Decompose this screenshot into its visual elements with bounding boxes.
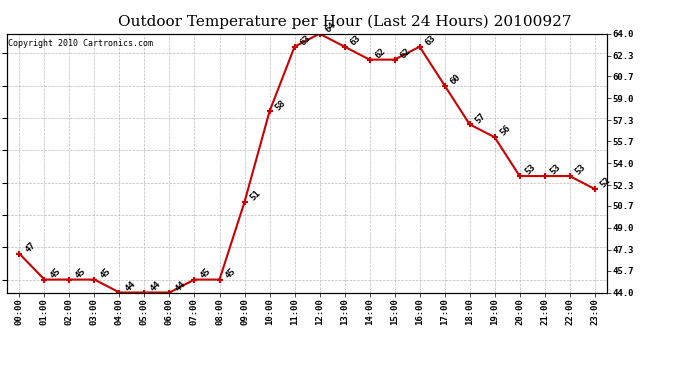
Text: 57: 57	[474, 111, 488, 125]
Text: 45: 45	[224, 266, 237, 280]
Text: 60: 60	[448, 72, 463, 86]
Text: 63: 63	[424, 33, 437, 47]
Text: 53: 53	[524, 163, 538, 177]
Text: 44: 44	[124, 279, 137, 293]
Text: 45: 45	[199, 266, 213, 280]
Text: 47: 47	[23, 240, 37, 254]
Text: 45: 45	[74, 266, 88, 280]
Text: 52: 52	[599, 176, 613, 190]
Text: 53: 53	[574, 163, 588, 177]
Text: 45: 45	[99, 266, 112, 280]
Text: 63: 63	[348, 33, 363, 47]
Text: Outdoor Temperature per Hour (Last 24 Hours) 20100927: Outdoor Temperature per Hour (Last 24 Ho…	[118, 15, 572, 29]
Text: 62: 62	[399, 46, 413, 60]
Text: 53: 53	[549, 163, 563, 177]
Text: 44: 44	[174, 279, 188, 293]
Text: 64: 64	[324, 20, 337, 34]
Text: Copyright 2010 Cartronics.com: Copyright 2010 Cartronics.com	[8, 39, 153, 48]
Text: 63: 63	[299, 33, 313, 47]
Text: 44: 44	[148, 279, 163, 293]
Text: 45: 45	[48, 266, 63, 280]
Text: 58: 58	[274, 98, 288, 112]
Text: 51: 51	[248, 189, 263, 202]
Text: 62: 62	[374, 46, 388, 60]
Text: 56: 56	[499, 124, 513, 138]
